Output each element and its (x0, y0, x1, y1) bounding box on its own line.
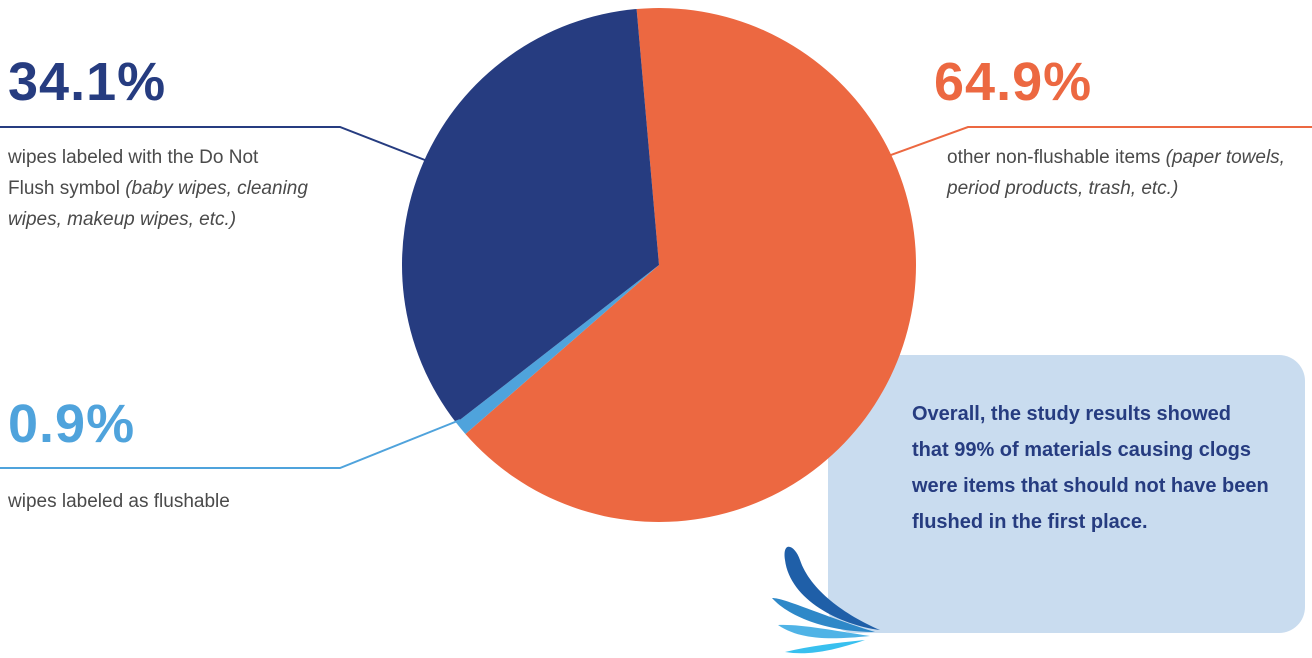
slice-description: other non-flushable items (paper towels,… (947, 142, 1312, 204)
splash-drop (778, 624, 870, 639)
splash-drop (784, 546, 880, 630)
splash-drop (772, 598, 875, 632)
category-note: (paper towels, period products, trash, e… (947, 147, 1285, 199)
category-label: wipes labeled as flushable (8, 491, 230, 512)
callout-box (828, 355, 1305, 633)
splash (772, 546, 880, 654)
pie-slice (456, 265, 659, 435)
pie-slice (402, 8, 659, 423)
splash-drop (785, 640, 865, 654)
value-label: 64.9% (934, 52, 1093, 112)
slice-description: wipes labeled with the Do Not Flush symb… (8, 142, 308, 235)
value-label: 34.1% (8, 52, 167, 112)
category-note: (baby wipes, cleaning wipes, makeup wipe… (8, 178, 308, 230)
slice-description: wipes labeled as flushable (8, 486, 328, 517)
category-label: other non-flushable items (947, 147, 1161, 168)
category-label: wipes labeled with the Do Not Flush symb… (8, 147, 259, 199)
leader-line (887, 126, 1312, 157)
leader-line (0, 419, 461, 469)
pie (402, 8, 916, 522)
leader-line (0, 126, 431, 163)
pie-slice (465, 8, 916, 522)
callout-text: Overall, the study results showed that 9… (912, 403, 1269, 533)
value-label: 0.9% (8, 394, 136, 454)
